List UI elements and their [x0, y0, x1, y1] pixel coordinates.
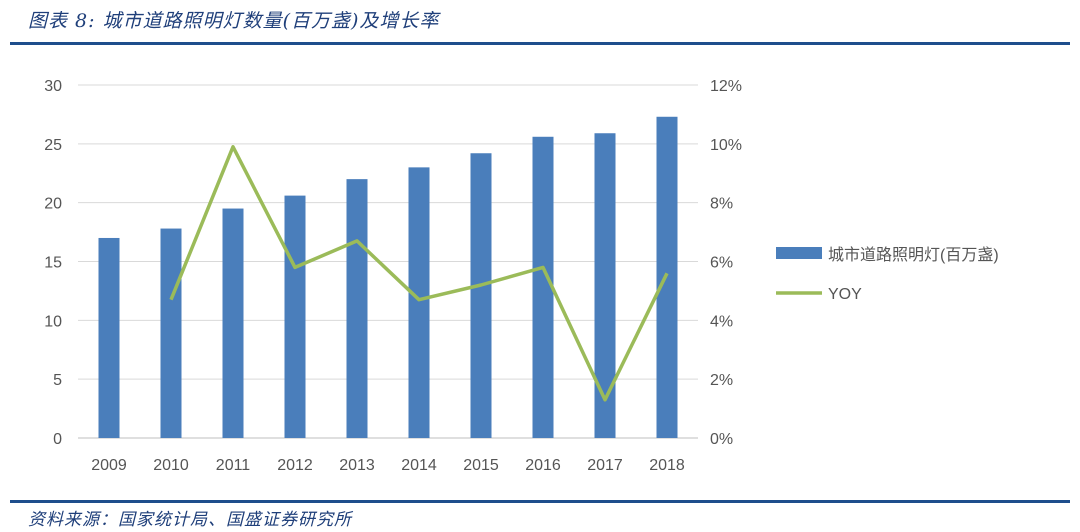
- left-axis-tick-label: 0: [53, 431, 62, 448]
- x-axis-tick-label: 2018: [649, 457, 685, 474]
- bar: [594, 133, 616, 438]
- left-axis-tick-label: 5: [53, 372, 62, 389]
- bar: [222, 208, 244, 438]
- legend-swatch-bar: [776, 247, 822, 259]
- source-note: 资料来源：国家统计局、国盛证券研究所: [28, 510, 352, 530]
- legend-label-line: YOY: [828, 286, 862, 303]
- bar: [160, 228, 182, 438]
- left-axis-tick-label: 25: [44, 137, 62, 154]
- legend-label-bar: 城市道路照明灯(百万盏): [828, 246, 999, 264]
- right-axis-tick-label: 8%: [710, 196, 733, 213]
- x-axis-tick-label: 2017: [587, 457, 623, 474]
- left-axis-tick-label: 30: [44, 78, 62, 95]
- bar: [656, 116, 678, 439]
- right-axis-tick-label: 10%: [710, 137, 742, 154]
- right-axis-tick-label: 2%: [710, 372, 733, 389]
- left-axis-tick-label: 10: [44, 313, 62, 330]
- bar: [532, 136, 554, 439]
- x-axis-tick-label: 2014: [401, 457, 437, 474]
- top-rule: [10, 42, 1070, 45]
- bar: [98, 237, 120, 438]
- figure-title: 图表 8: 城市道路照明灯数量(百万盏)及增长率: [28, 10, 440, 32]
- x-axis-tick-label: 2012: [277, 457, 313, 474]
- left-axis-tick-label: 15: [44, 255, 62, 272]
- x-axis-tick-label: 2010: [153, 457, 189, 474]
- x-axis-tick-label: 2015: [463, 457, 499, 474]
- bar: [470, 153, 492, 438]
- right-axis-tick-label: 6%: [710, 255, 733, 272]
- right-axis-tick-label: 0%: [710, 431, 733, 448]
- bar: [284, 195, 306, 438]
- chart: 0 5 10 15 20 25 30 0% 2% 4% 6% 8% 10% 12% 2009 2010 2011…: [44, 78, 999, 474]
- x-axis-tick-label: 2016: [525, 457, 561, 474]
- bar: [408, 167, 430, 438]
- bottom-rule: [10, 500, 1070, 503]
- x-axis-tick-label: 2009: [91, 457, 127, 474]
- yoy-line: [169, 145, 669, 402]
- right-axis-tick-label: 12%: [710, 78, 742, 95]
- x-axis-tick-label: 2013: [339, 457, 375, 474]
- left-axis-tick-label: 20: [44, 196, 62, 213]
- bar: [346, 179, 368, 438]
- x-axis-tick-label: 2011: [216, 457, 251, 474]
- right-axis-tick-label: 4%: [710, 313, 733, 330]
